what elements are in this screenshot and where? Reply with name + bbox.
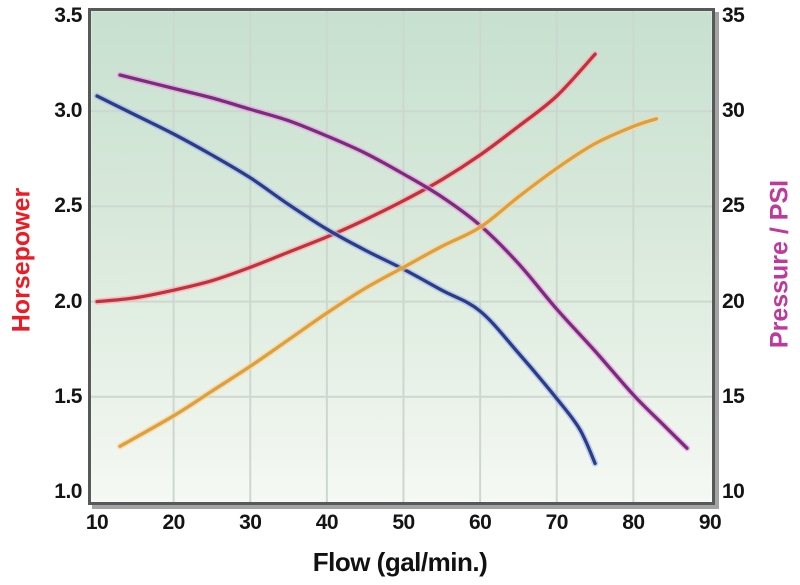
x-tick-label: 10 — [85, 511, 109, 534]
y-tick-label-left: 3.5 — [54, 4, 82, 27]
y-tick-label-right: 25 — [722, 194, 745, 218]
x-tick-label: 40 — [315, 511, 339, 534]
x-tick-label: 70 — [545, 511, 569, 534]
y-tick-label-left: 2.0 — [54, 289, 82, 313]
left-axis-title: Horsepower — [7, 187, 36, 333]
y-tick-label-left: 1.0 — [54, 480, 82, 503]
plot-area — [88, 8, 715, 505]
y-tick-label-left: 3.0 — [54, 99, 82, 123]
y-tick-label-right: 15 — [722, 384, 745, 408]
y-tick-label-left: 2.5 — [54, 194, 82, 218]
x-tick-label: 50 — [392, 511, 415, 534]
y-tick-label-right: 35 — [722, 4, 745, 27]
x-tick-label: 60 — [468, 511, 492, 534]
y-tick-label-right: 20 — [722, 289, 745, 313]
x-tick-label: 90 — [698, 511, 722, 534]
x-axis-title: Flow (gal/min.) — [312, 547, 488, 577]
y-tick-label-right: 10 — [722, 480, 745, 503]
y-tick-label-left: 1.5 — [54, 384, 82, 408]
x-tick-label: 30 — [239, 511, 262, 534]
x-tick-label: 20 — [162, 511, 185, 534]
right-axis-title: Pressure / PSI — [765, 179, 794, 349]
x-tick-label: 80 — [622, 511, 645, 534]
y-tick-label-right: 30 — [722, 99, 745, 123]
